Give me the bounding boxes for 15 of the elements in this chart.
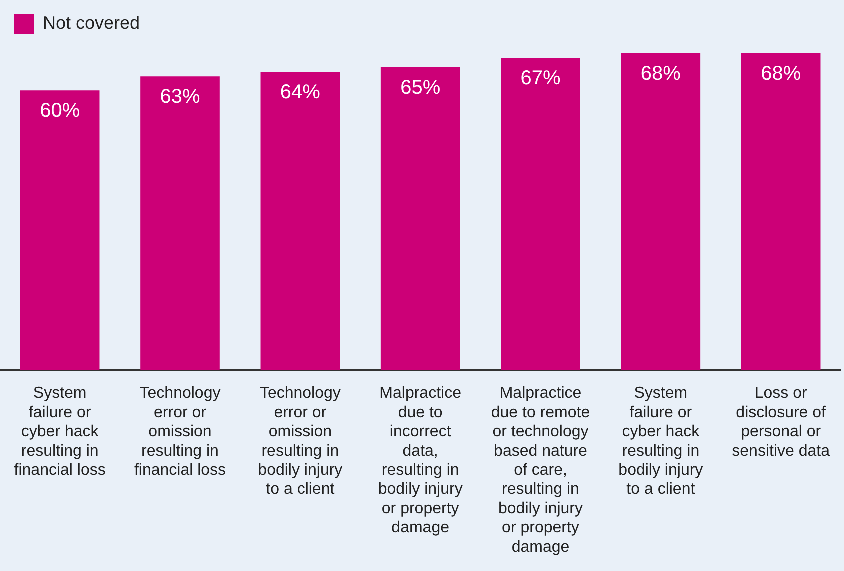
x-tick-label: System failure or cyber hack resulting in financial loss <box>14 385 106 480</box>
x-tick-label: System failure or cyber hack resulting in bodily injury to a client <box>618 385 704 498</box>
data-label: 65% <box>400 76 441 99</box>
data-label: 64% <box>280 81 321 104</box>
x-tick-label: Technology error or omission resulting in bodily injury to a client <box>258 385 343 498</box>
legend-label: Not covered <box>43 12 140 33</box>
data-label: 60% <box>40 100 80 122</box>
x-tick-label: Malpractice due to incorrect data, resulting in bodily injury or property damage <box>378 385 463 537</box>
x-tick-label: Technology error or omission resulting in financial loss <box>134 385 226 480</box>
data-label: 68% <box>761 62 802 85</box>
category-label: Malpractice due to remote or technology based nature of care, resulting in bodily injury or property damage <box>491 385 590 556</box>
x-tick-label: Loss or disclosure of personal or sensitive data <box>732 385 830 460</box>
data-label: 67% <box>520 67 561 90</box>
data-label: 68% <box>640 62 682 85</box>
data-label: 63% <box>160 86 200 108</box>
